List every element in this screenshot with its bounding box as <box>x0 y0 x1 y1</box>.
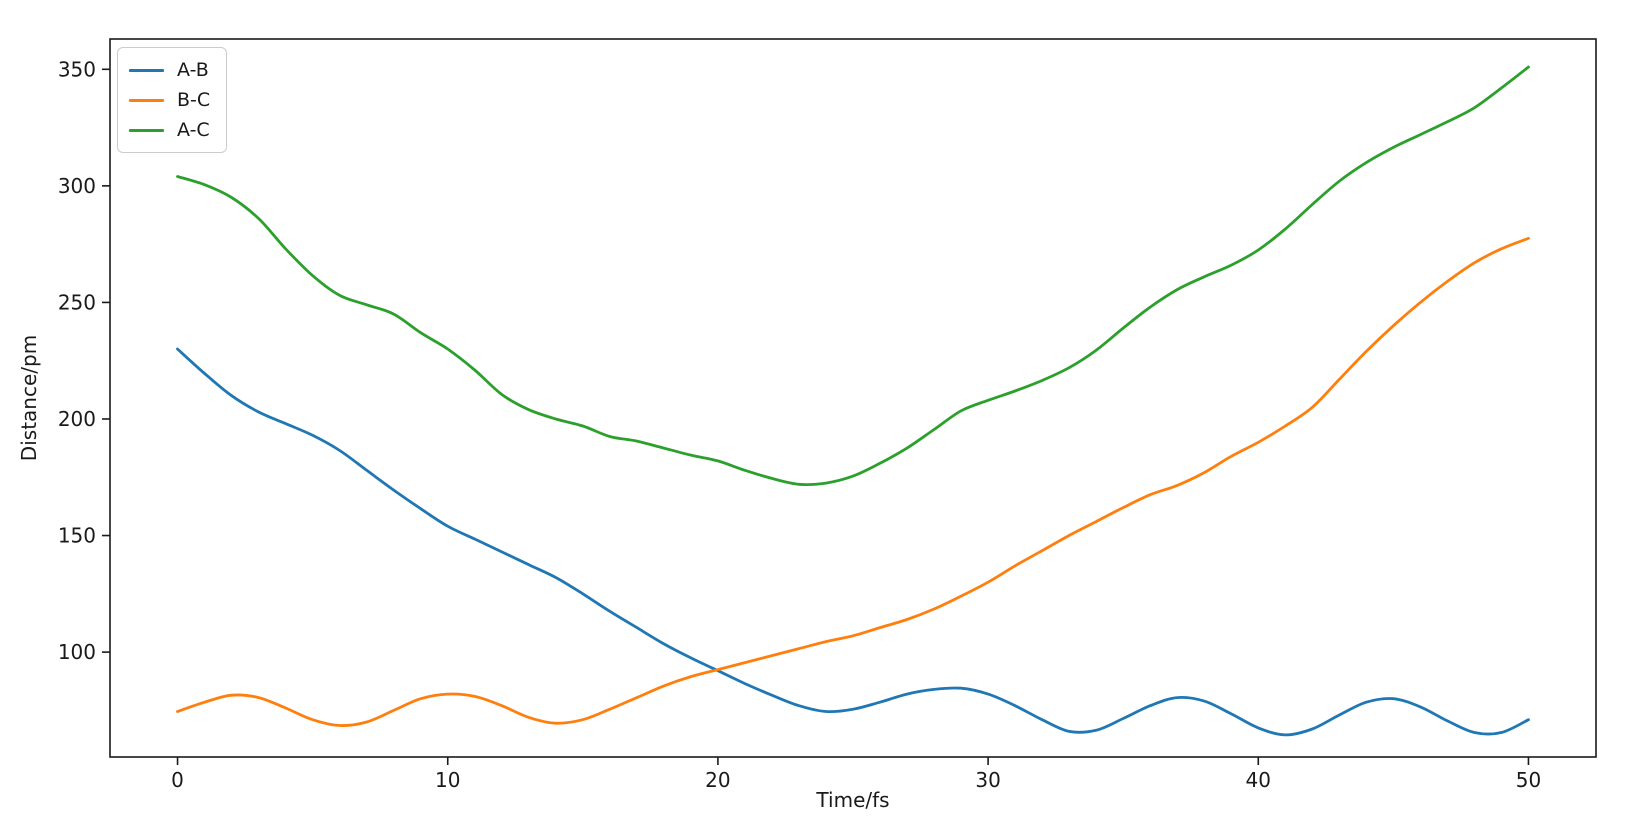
x-tick-label: 20 <box>705 768 730 792</box>
legend: A-B B-C A-C <box>117 47 228 153</box>
legend-line-sample-ab <box>129 68 164 72</box>
plot-frame <box>109 38 1597 758</box>
y-tick-label: 350 <box>58 57 96 81</box>
legend-item-ab: A-B <box>129 55 210 85</box>
series-line-a-b <box>176 347 1530 737</box>
y-tick-label: 200 <box>58 407 96 431</box>
y-tick-label: 150 <box>58 524 96 548</box>
y-tick-label: 250 <box>58 290 96 314</box>
legend-label-bc: B-C <box>177 88 211 111</box>
x-tick-label: 0 <box>171 768 184 792</box>
legend-label-ab: A-B <box>177 58 209 81</box>
legend-line-sample-bc <box>129 98 164 102</box>
legend-item-bc: B-C <box>129 85 210 115</box>
series-line-b-c <box>176 236 1530 727</box>
x-tick-label: 30 <box>975 768 1000 792</box>
legend-line-sample-ac <box>129 128 164 132</box>
legend-item-ac: A-C <box>129 115 210 145</box>
x-axis-label: Time/fs <box>816 788 890 812</box>
y-axis-label: Distance/pm <box>17 334 41 462</box>
x-tick-label: 40 <box>1246 768 1271 792</box>
y-tick-label: 300 <box>58 174 96 198</box>
x-tick-label: 50 <box>1516 768 1541 792</box>
legend-label-ac: A-C <box>177 118 210 141</box>
series-line-a-c <box>176 65 1530 486</box>
y-tick-label: 100 <box>58 640 96 664</box>
x-tick-label: 10 <box>435 768 460 792</box>
